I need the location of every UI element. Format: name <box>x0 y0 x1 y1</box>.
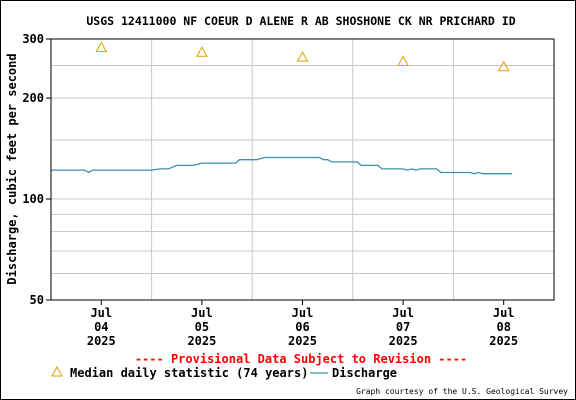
credit-line: Graph courtesy of the U.S. Geological Su… <box>356 387 568 396</box>
x-tick-label: Jul 08 2025 <box>489 306 518 348</box>
chart-title: USGS 12411000 NF COEUR D ALENE R AB SHOS… <box>86 14 515 28</box>
y-axis-label: Discharge, cubic feet per second <box>5 53 19 284</box>
y-tick-label: 300 <box>22 32 44 46</box>
y-tick-label: 100 <box>22 192 44 206</box>
x-tick-label: Jul 05 2025 <box>187 306 216 348</box>
median-marker <box>196 46 208 57</box>
discharge-line <box>51 156 513 175</box>
y-axis-ticks: 300 200 100 50 <box>22 32 51 307</box>
median-marker <box>296 51 309 62</box>
x-axis-ticks: Jul 04 2025 Jul 05 2025 Jul 06 2025 Jul 07 2025 Jul 0… <box>87 300 518 348</box>
median-marker <box>397 55 409 66</box>
x-tick-label: Jul 04 2025 <box>87 306 116 348</box>
provisional-notice: ---- Provisional Data Subject to Revisio… <box>135 352 467 366</box>
legend-median-marker <box>51 365 63 377</box>
series-layer <box>51 41 513 175</box>
gridlines <box>51 38 554 301</box>
legend-median-label: Median daily statistic (74 years) <box>70 366 308 380</box>
y-tick-label: 50 <box>30 293 44 307</box>
median-marker <box>497 60 510 72</box>
legend-discharge-label: Discharge <box>332 366 397 380</box>
x-tick-label: Jul 06 2025 <box>288 306 317 348</box>
y-tick-label: 200 <box>22 91 44 105</box>
median-marker <box>95 41 108 52</box>
legend: Median daily statistic (74 years) Discha… <box>51 365 397 380</box>
x-tick-label: Jul 07 2025 <box>389 306 418 348</box>
